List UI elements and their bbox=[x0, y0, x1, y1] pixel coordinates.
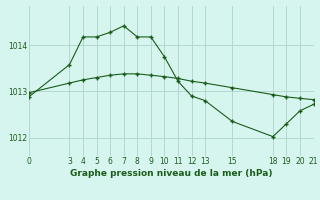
X-axis label: Graphe pression niveau de la mer (hPa): Graphe pression niveau de la mer (hPa) bbox=[70, 169, 272, 178]
